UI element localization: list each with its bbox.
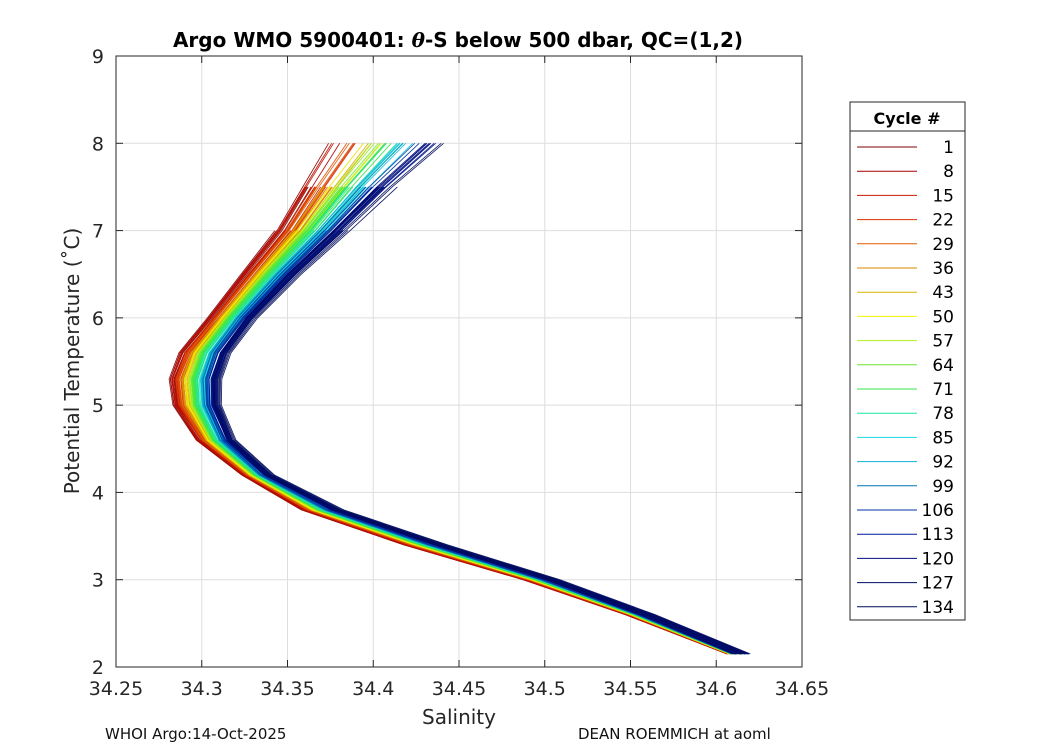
legend-label: 78 (932, 404, 954, 424)
profile-line-cycle-133 (220, 186, 751, 655)
profile-line-cycle-107 (205, 186, 733, 655)
x-tick-label: 34.25 (89, 678, 143, 700)
profile-line-cycle-13 (172, 143, 728, 655)
profile-line-cycle-132 (218, 142, 746, 655)
legend-label: 99 (932, 477, 954, 497)
x-tick-labels: 34.25 34.3 34.35 34.4 34.45 34.5 34.55 34.6 34.6… (89, 678, 829, 700)
x-tick-label: 34.55 (603, 678, 657, 700)
x-tick-label: 34.65 (775, 678, 829, 700)
profile-line-cycle-99 (202, 186, 733, 655)
legend-label: 106 (922, 501, 954, 521)
grid (116, 56, 802, 667)
legend-entries: 1 8 15 22 29 36 43 50 57 64 71 78 85 92 99 106 113 120 127… (857, 138, 954, 618)
legend-label: 85 (932, 428, 954, 448)
profile-line-cycle-134 (218, 142, 742, 655)
x-tick-label: 34.35 (260, 678, 314, 700)
x-tick-label: 34.6 (695, 678, 737, 700)
footer-right-credit: DEAN ROEMMICH at aoml (578, 725, 771, 743)
legend-label: 127 (922, 574, 954, 594)
legend-label: 29 (932, 235, 954, 255)
y-tick-label: 4 (92, 482, 104, 504)
legend-label: 36 (932, 259, 954, 279)
legend-label: 15 (932, 186, 954, 206)
legend-label: 8 (943, 162, 954, 182)
legend-label: 92 (932, 453, 954, 473)
legend: Cycle # 18152229364350576471788592991061… (849, 101, 966, 621)
y-tick-label: 8 (92, 133, 104, 155)
legend-label: 1 (943, 138, 954, 158)
y-tick-label: 3 (92, 570, 104, 592)
legend-label: 113 (922, 525, 954, 545)
profile-line-cycle-129 (213, 230, 735, 655)
y-tick-labels: 2 3 4 5 6 7 8 9 (92, 46, 104, 679)
y-tick-label: 5 (92, 395, 104, 417)
legend-label: 22 (932, 211, 954, 231)
series-group (168, 142, 751, 655)
legend-label: 120 (922, 549, 954, 569)
y-axis-label: Potential Temperature (˚C) (60, 228, 84, 495)
x-tick-label: 34.4 (352, 678, 394, 700)
x-tick-label: 34.45 (432, 678, 486, 700)
y-tick-label: 7 (92, 221, 104, 243)
legend-title: Cycle # (874, 109, 941, 128)
chart-title: Argo WMO 5900401: θ-S below 500 dbar, QC… (173, 28, 743, 52)
legend-box (849, 101, 966, 621)
legend-label: 43 (932, 283, 954, 303)
legend-label: 57 (932, 332, 954, 352)
x-axis-label: Salinity (422, 705, 496, 729)
legend-label: 50 (932, 307, 954, 327)
y-tick-label: 6 (92, 308, 104, 330)
footer-left-credit: WHOI Argo:14-Oct-2025 (105, 725, 287, 743)
y-tick-label: 9 (92, 46, 104, 68)
x-tick-label: 34.3 (181, 678, 223, 700)
legend-label: 71 (932, 380, 954, 400)
profile-line-cycle-127 (215, 186, 741, 655)
y-tick-label: 2 (92, 657, 104, 679)
ticks (115, 55, 803, 668)
x-tick-label: 34.5 (524, 678, 566, 700)
profile-line-cycle-131 (219, 230, 749, 655)
profile-line-cycle-70 (192, 186, 732, 655)
profile-line-cycle-77 (195, 186, 733, 655)
legend-label: 134 (922, 598, 954, 618)
legend-label: 64 (932, 356, 954, 376)
profile-line-cycle-28 (177, 186, 729, 655)
